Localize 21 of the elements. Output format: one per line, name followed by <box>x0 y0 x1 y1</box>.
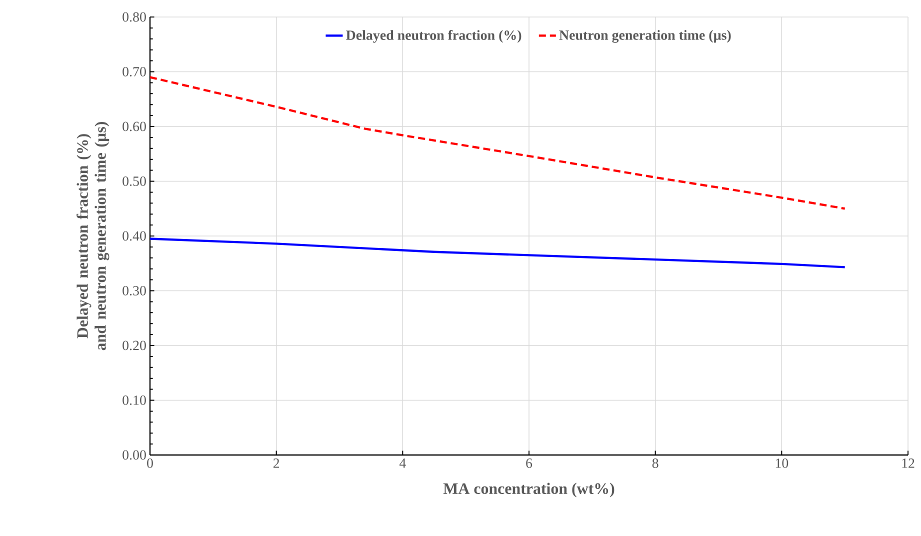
y-tick-label: 0.80 <box>122 12 146 22</box>
x-axis-title: MA concentration (wt%) <box>443 482 614 498</box>
x-tick-label: 10 <box>776 458 788 468</box>
x-tick-label: 0 <box>147 458 153 468</box>
y-axis-title: Delayed neutron fraction (%) and neutron generation time (µs) <box>76 122 110 350</box>
x-tick-label: 4 <box>399 458 406 468</box>
y-tick-label: 0.30 <box>122 286 146 296</box>
legend-label: Delayed neutron fraction (%) <box>346 30 522 43</box>
y-tick-label: 0.50 <box>122 176 146 186</box>
legend-label: Neutron generation time (µs) <box>559 30 731 43</box>
x-tick-label: 8 <box>652 458 658 468</box>
y-tick-label: 0.40 <box>122 231 146 241</box>
line-series <box>150 76 846 210</box>
x-tick-label: 2 <box>273 458 280 468</box>
x-tick-label: 6 <box>526 458 532 468</box>
y-tick-label: 0.00 <box>122 450 146 460</box>
y-tick-label: 0.70 <box>122 67 146 76</box>
y-tick-label: 0.60 <box>122 122 146 132</box>
y-tick-label: 0.10 <box>122 396 146 405</box>
x-tick-label: 12 <box>902 458 914 468</box>
y-tick-label: 0.20 <box>122 340 146 350</box>
